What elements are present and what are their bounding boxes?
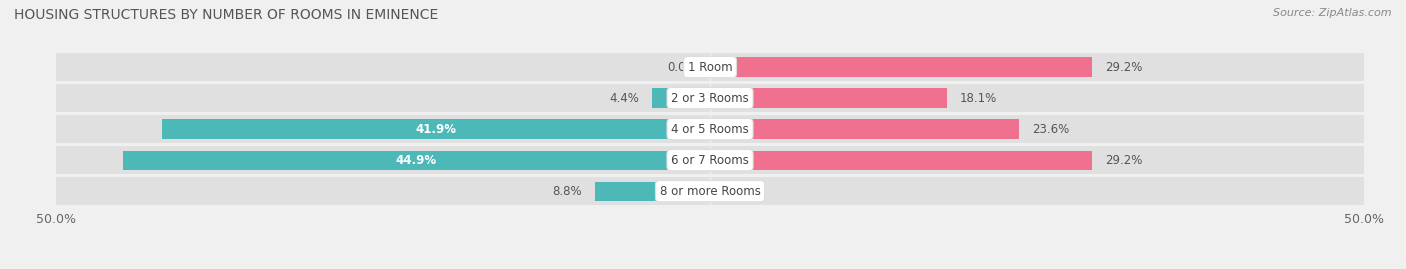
Text: 8.8%: 8.8% <box>553 185 582 198</box>
Bar <box>595 182 710 201</box>
Bar <box>56 177 1364 205</box>
Text: 0.0%: 0.0% <box>668 61 697 73</box>
Text: 29.2%: 29.2% <box>1105 154 1142 167</box>
Bar <box>162 119 710 139</box>
Text: 0.0%: 0.0% <box>723 185 752 198</box>
Text: 6 or 7 Rooms: 6 or 7 Rooms <box>671 154 749 167</box>
Text: 8 or more Rooms: 8 or more Rooms <box>659 185 761 198</box>
Text: 4 or 5 Rooms: 4 or 5 Rooms <box>671 123 749 136</box>
Text: 18.1%: 18.1% <box>960 91 997 105</box>
Text: 2 or 3 Rooms: 2 or 3 Rooms <box>671 91 749 105</box>
Text: HOUSING STRUCTURES BY NUMBER OF ROOMS IN EMINENCE: HOUSING STRUCTURES BY NUMBER OF ROOMS IN… <box>14 8 439 22</box>
Bar <box>710 57 1092 77</box>
Bar <box>122 151 710 170</box>
Text: 41.9%: 41.9% <box>416 123 457 136</box>
Bar <box>56 53 1364 81</box>
Text: 44.9%: 44.9% <box>396 154 437 167</box>
Text: 4.4%: 4.4% <box>610 91 640 105</box>
Text: 1 Room: 1 Room <box>688 61 733 73</box>
Bar <box>56 115 1364 143</box>
Bar <box>56 84 1364 112</box>
Text: 29.2%: 29.2% <box>1105 61 1142 73</box>
Bar <box>710 119 1018 139</box>
Text: Source: ZipAtlas.com: Source: ZipAtlas.com <box>1274 8 1392 18</box>
Text: 23.6%: 23.6% <box>1032 123 1069 136</box>
Bar <box>652 89 710 108</box>
Bar <box>710 89 946 108</box>
Bar <box>56 146 1364 174</box>
Bar <box>710 151 1092 170</box>
